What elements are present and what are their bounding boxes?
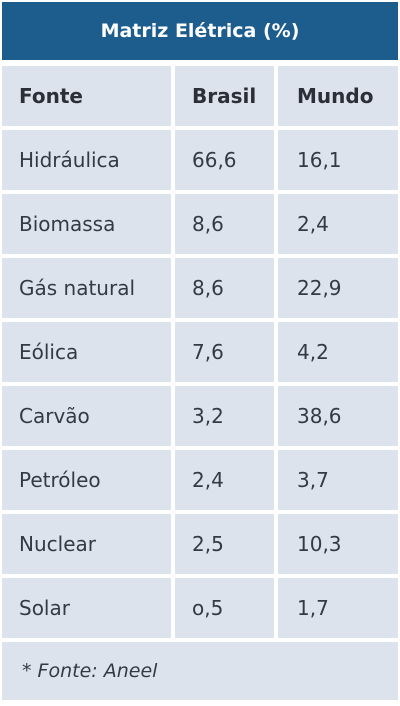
table-header-row: Fonte Brasil Mundo: [2, 66, 398, 126]
brasil-value-cell: 2,5: [175, 514, 274, 574]
mundo-value-cell: 10,3: [278, 514, 398, 574]
table-row: Biomassa 8,6 2,4: [2, 194, 398, 254]
header-cell-fonte: Fonte: [2, 66, 171, 126]
mundo-value-cell: 16,1: [278, 130, 398, 190]
brasil-value-cell: 8,6: [175, 258, 274, 318]
mundo-value-cell: 22,9: [278, 258, 398, 318]
brasil-value-cell: o,5: [175, 578, 274, 638]
table-row: Eólica 7,6 4,2: [2, 322, 398, 382]
brasil-value-cell: 2,4: [175, 450, 274, 510]
mundo-value-cell: 1,7: [278, 578, 398, 638]
source-cell: Biomassa: [2, 194, 171, 254]
mundo-value-cell: 2,4: [278, 194, 398, 254]
header-cell-mundo: Mundo: [278, 66, 398, 126]
mundo-value-cell: 3,7: [278, 450, 398, 510]
table-row: Gás natural 8,6 22,9: [2, 258, 398, 318]
source-cell: Carvão: [2, 386, 171, 446]
table-row: Petróleo 2,4 3,7: [2, 450, 398, 510]
source-cell: Solar: [2, 578, 171, 638]
table-row: Hidráulica 66,6 16,1: [2, 130, 398, 190]
source-cell: Eólica: [2, 322, 171, 382]
header-cell-brasil: Brasil: [175, 66, 274, 126]
source-cell: Nuclear: [2, 514, 171, 574]
brasil-value-cell: 8,6: [175, 194, 274, 254]
table-row: Solar o,5 1,7: [2, 578, 398, 638]
source-cell: Gás natural: [2, 258, 171, 318]
brasil-value-cell: 66,6: [175, 130, 274, 190]
brasil-value-cell: 7,6: [175, 322, 274, 382]
source-cell: Hidráulica: [2, 130, 171, 190]
brasil-value-cell: 3,2: [175, 386, 274, 446]
source-cell: Petróleo: [2, 450, 171, 510]
table-footnote: * Fonte: Aneel: [2, 642, 398, 700]
table-row: Nuclear 2,5 10,3: [2, 514, 398, 574]
table-row: Carvão 3,2 38,6: [2, 386, 398, 446]
table-title: Matriz Elétrica (%): [2, 2, 398, 60]
mundo-value-cell: 4,2: [278, 322, 398, 382]
mundo-value-cell: 38,6: [278, 386, 398, 446]
